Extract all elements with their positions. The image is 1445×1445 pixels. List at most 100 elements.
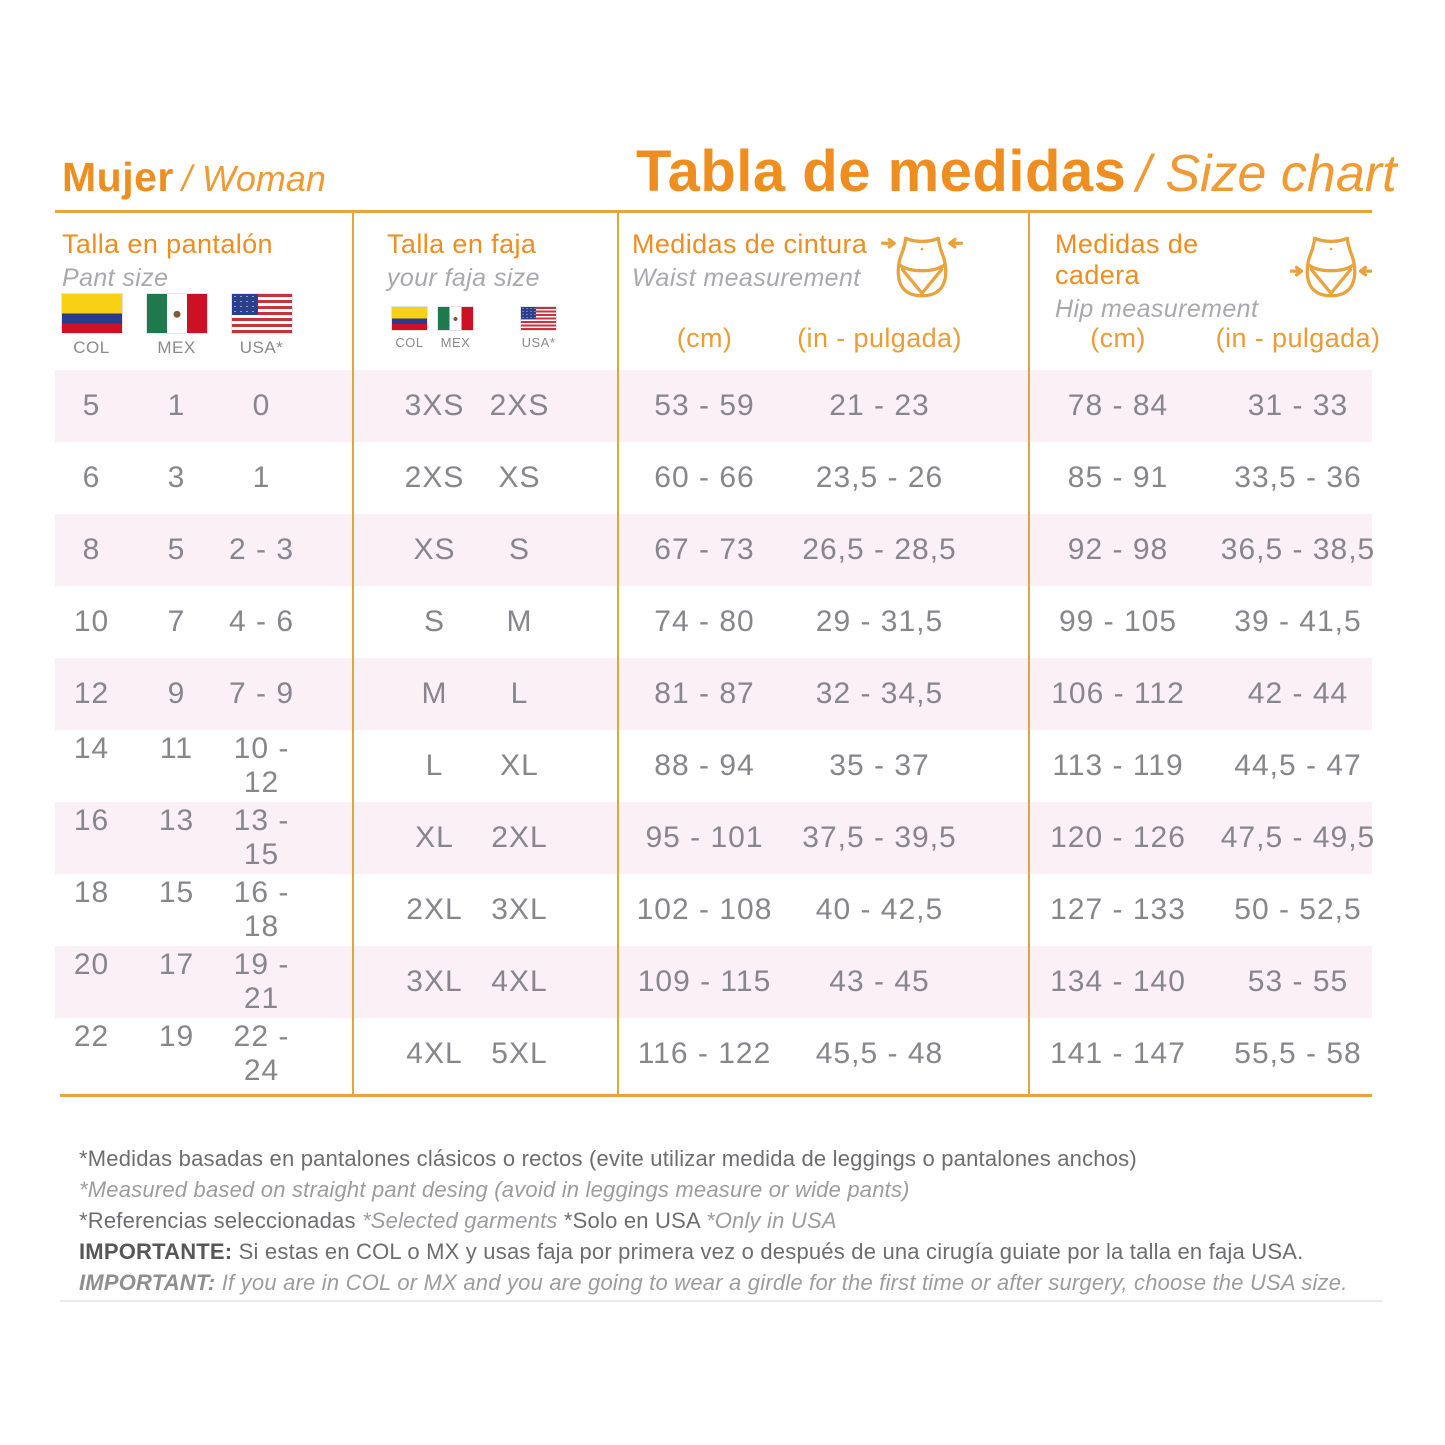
faja-size-cells: M L bbox=[352, 677, 617, 711]
table-cell-waist-cm: 81 - 87 bbox=[654, 677, 755, 710]
hip-inch-label: (in - pulgada) bbox=[1215, 323, 1381, 353]
table-cell-hip-cm: 92 - 98 bbox=[1067, 533, 1169, 566]
table-cell-waist-cm: 102 - 108 bbox=[636, 893, 773, 926]
table-cell-pant-mex: 3 bbox=[167, 461, 186, 494]
table-cell-faja-colmex: 3XS bbox=[404, 389, 465, 422]
pant-size-cells: 12 9 7 - 9 bbox=[49, 677, 352, 711]
note-text: IMPORTANTE: bbox=[79, 1239, 239, 1264]
table-row: 5 1 0 3XS 2XS 53 - 59 21 - 23 78 - 84 31… bbox=[55, 370, 1372, 442]
note-line: *Medidas basadas en pantalones clásicos … bbox=[79, 1143, 1389, 1174]
column-header-faja-size: Talla en faja your faja size COL MEX USA… bbox=[352, 213, 617, 370]
table-cell-hip-in: 33,5 - 36 bbox=[1234, 461, 1362, 494]
table-row: 12 9 7 - 9 M L 81 - 87 32 - 34,5 106 - 1… bbox=[55, 658, 1372, 730]
faja-size-cells: 3XS 2XS bbox=[352, 389, 617, 423]
pant-size-cells: 10 7 4 - 6 bbox=[49, 605, 352, 639]
table-cell-waist-cm: 67 - 73 bbox=[654, 533, 755, 566]
waist-titles: Medidas de cintura Waist measurement bbox=[632, 229, 867, 293]
waist-cells: 116 - 122 45,5 - 48 bbox=[617, 1037, 1028, 1071]
table-cell-pant-col: 16 bbox=[73, 804, 110, 837]
note-line: *Measured based on straight pant desing … bbox=[79, 1174, 1389, 1205]
table-row: 8 5 2 - 3 XS S 67 - 73 26,5 - 28,5 92 - … bbox=[55, 514, 1374, 586]
table-cell-hip-cm: 106 - 112 bbox=[1051, 677, 1185, 710]
table-row: 6 3 1 2XS XS 60 - 66 23,5 - 26 85 - 91 3… bbox=[55, 442, 1372, 514]
table-row: 14 11 10 - 12 L XL 88 - 94 35 - 37 113 -… bbox=[55, 730, 1372, 802]
hip-subtitle: Hip measurement bbox=[1055, 295, 1259, 323]
footer-divider bbox=[60, 1300, 1382, 1302]
pant-size-cells: 18 15 16 - 18 bbox=[49, 876, 352, 944]
table-cell-faja-usa: XS bbox=[498, 461, 541, 494]
usa-flag-item: USA* bbox=[520, 306, 557, 350]
table-cell-pant-usa: 0 bbox=[252, 389, 271, 422]
table-row: 10 7 4 - 6 S M 74 - 80 29 - 31,5 99 - 10… bbox=[55, 586, 1372, 658]
table-cell-waist-cm: 95 - 101 bbox=[645, 821, 764, 854]
note-text: *Measured based on straight pant desing … bbox=[79, 1177, 910, 1202]
colombia-flag-item: COL bbox=[391, 306, 428, 350]
table-cell-hip-cm: 120 - 126 bbox=[1050, 821, 1186, 854]
table-cell-hip-cm: 85 - 91 bbox=[1067, 461, 1169, 494]
table-cell-pant-col: 22 bbox=[73, 1020, 110, 1053]
table-cell-hip-in: 39 - 41,5 bbox=[1234, 605, 1362, 638]
colombia-flag-label: COL bbox=[73, 338, 110, 357]
table-cell-waist-in: 26,5 - 28,5 bbox=[802, 533, 957, 566]
column-header-hip: Medidas de cadera Hip measurement (cm) (… bbox=[1028, 213, 1380, 370]
table-cell-hip-cm: 127 - 133 bbox=[1050, 893, 1186, 926]
faja-size-cells: 2XL 3XL bbox=[352, 893, 617, 927]
pant-size-cells: 8 5 2 - 3 bbox=[49, 533, 352, 567]
mexico-flag-item: MEX bbox=[437, 306, 474, 350]
mexico-flag-icon bbox=[145, 293, 208, 334]
table-cell-waist-cm: 74 - 80 bbox=[654, 605, 755, 638]
note-text: IMPORTANT: bbox=[79, 1270, 222, 1295]
usa-flag-icon bbox=[230, 293, 293, 334]
pant-size-cells: 6 3 1 bbox=[49, 461, 352, 495]
table-cell-pant-mex: 9 bbox=[167, 677, 186, 710]
pant-size-cells: 5 1 0 bbox=[49, 389, 352, 423]
table-cell-faja-colmex: XS bbox=[413, 533, 456, 566]
table-cell-pant-col: 14 bbox=[73, 732, 110, 765]
hip-cells: 134 - 140 53 - 55 bbox=[1028, 965, 1372, 999]
column-divider-3 bbox=[1028, 211, 1030, 1096]
table-cell-faja-colmex: 2XS bbox=[404, 461, 465, 494]
table-header: Talla en pantalón Pant size COL MEX USA*… bbox=[55, 213, 1380, 370]
table-cell-hip-in: 42 - 44 bbox=[1247, 677, 1349, 710]
table-cell-faja-colmex: 2XL bbox=[406, 893, 463, 926]
note-text: If you are in COL or MX and you are goin… bbox=[221, 1270, 1348, 1295]
table-cell-pant-mex: 13 bbox=[158, 804, 195, 837]
waist-cells: 88 - 94 35 - 37 bbox=[617, 749, 1028, 783]
table-cell-waist-in: 43 - 45 bbox=[829, 965, 930, 998]
pant-size-cells: 16 13 13 - 15 bbox=[49, 804, 352, 872]
table-cell-faja-usa: S bbox=[508, 533, 530, 566]
table-cell-faja-colmex: 4XL bbox=[406, 1037, 463, 1070]
table-cell-pant-col: 8 bbox=[82, 533, 101, 566]
table-cell-pant-usa: 4 - 6 bbox=[228, 605, 295, 638]
table-cell-pant-mex: 11 bbox=[159, 732, 194, 765]
note-text: Si estas en COL o MX y usas faja por pri… bbox=[238, 1239, 1304, 1264]
title-size-chart: / Size chart bbox=[1136, 145, 1397, 203]
waist-subtitle: Waist measurement bbox=[632, 264, 861, 292]
hip-cm-label: (cm) bbox=[1090, 323, 1146, 353]
table-cell-faja-usa: XL bbox=[500, 749, 539, 782]
mexico-flag-label: MEX bbox=[440, 335, 471, 350]
note-line: IMPORTANTE: Si estas en COL o MX y usas … bbox=[79, 1236, 1389, 1267]
table-cell-faja-usa: 5XL bbox=[491, 1037, 548, 1070]
mexico-flag-item: MEX bbox=[145, 293, 208, 358]
table-cell-waist-cm: 88 - 94 bbox=[654, 749, 755, 782]
table-cell-pant-usa: 1 bbox=[252, 461, 271, 494]
table-cell-hip-cm: 99 - 105 bbox=[1058, 605, 1178, 638]
waist-cm-label: (cm) bbox=[676, 323, 733, 353]
hip-cells: 85 - 91 33,5 - 36 bbox=[1028, 461, 1372, 495]
waist-cells: 60 - 66 23,5 - 26 bbox=[617, 461, 1028, 495]
table-cell-pant-col: 12 bbox=[73, 677, 110, 710]
note-line: IMPORTANT: If you are in COL or MX and y… bbox=[79, 1267, 1389, 1298]
colombia-flag-label: COL bbox=[395, 335, 424, 350]
faja-size-cells: 3XL 4XL bbox=[352, 965, 617, 999]
mexico-flag-icon bbox=[437, 306, 474, 331]
colombia-flag-item: COL bbox=[60, 293, 123, 358]
note-text: *Only in USA bbox=[705, 1208, 837, 1233]
pant-size-cells: 14 11 10 - 12 bbox=[49, 732, 352, 800]
usa-flag-label: USA* bbox=[239, 338, 284, 357]
hip-titles: Medidas de cadera Hip measurement bbox=[1055, 229, 1260, 324]
mexico-flag-label: MEX bbox=[157, 338, 196, 357]
waist-units-row: (cm) (in - pulgada) bbox=[617, 323, 967, 354]
column-header-waist: Medidas de cintura Waist measurement (cm… bbox=[617, 213, 1028, 370]
faja-size-cells: S M bbox=[352, 605, 617, 639]
